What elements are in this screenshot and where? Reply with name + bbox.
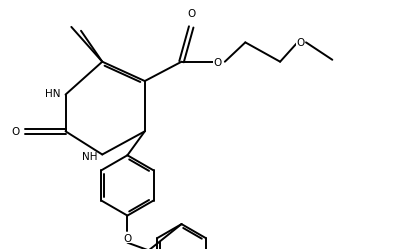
- Text: O: O: [213, 57, 221, 68]
- Text: NH: NH: [82, 152, 98, 162]
- Text: O: O: [188, 9, 196, 19]
- Text: HN: HN: [45, 88, 61, 98]
- Text: O: O: [11, 127, 19, 137]
- Text: O: O: [296, 38, 304, 47]
- Text: O: O: [123, 233, 132, 243]
